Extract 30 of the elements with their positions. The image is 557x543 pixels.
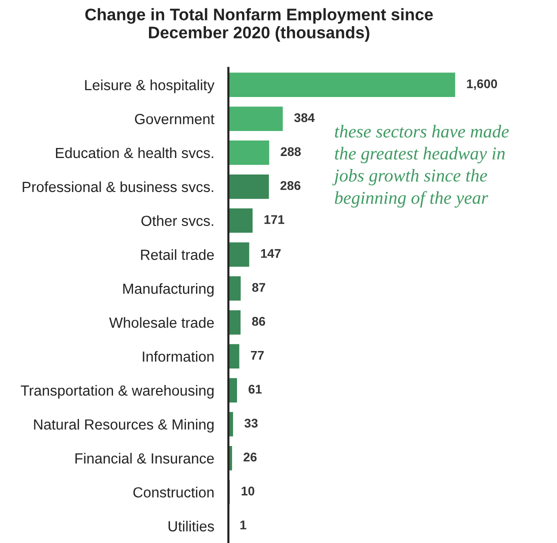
data-label: 77: [250, 350, 264, 360]
y-tick-label: Information: [142, 351, 214, 362]
data-label: 288: [280, 147, 301, 156]
y-tick-label: Education & health svcs.: [56, 147, 214, 158]
data-label: 61: [248, 384, 262, 394]
data-label: 286: [280, 181, 300, 190]
y-tick-label: Government: [134, 114, 214, 124]
annotation: these sectors have made the greatest headway in jobs growth since the beginning of the year: [332, 124, 509, 208]
data-label: 10: [242, 486, 254, 496]
y-tick-label: Other svcs.: [141, 215, 214, 226]
data-label: 86: [252, 316, 266, 326]
y-tick-label: Transportation & warehousing: [20, 384, 214, 399]
y-tick-label: Manufacturing: [123, 283, 214, 297]
data-label: 171: [264, 215, 284, 224]
y-tick-label: Financial & Insurance: [75, 452, 214, 464]
y-tick-label: Retail trade: [141, 249, 214, 260]
y-tick-label: Utilities: [168, 520, 214, 532]
y-tick-label: Leisure & hospitality: [85, 80, 214, 94]
data-label: 33: [244, 418, 258, 428]
data-label: 1: [240, 520, 246, 530]
y-tick-label: Natural Resources & Mining: [34, 418, 214, 433]
data-label: 1,600: [467, 79, 498, 90]
y-tick-label: Wholesale trade: [109, 317, 214, 328]
data-label: 26: [244, 452, 257, 462]
y-tick-label: Construction: [133, 486, 214, 498]
data-label: 147: [261, 249, 281, 258]
data-label: 384: [294, 113, 315, 122]
chart-title: Change in Total Nonfarm Employment since December 2020 (thousands): [85, 8, 433, 42]
data-label: 87: [252, 282, 266, 292]
y-tick-label: Professional & business svcs.: [22, 181, 214, 192]
